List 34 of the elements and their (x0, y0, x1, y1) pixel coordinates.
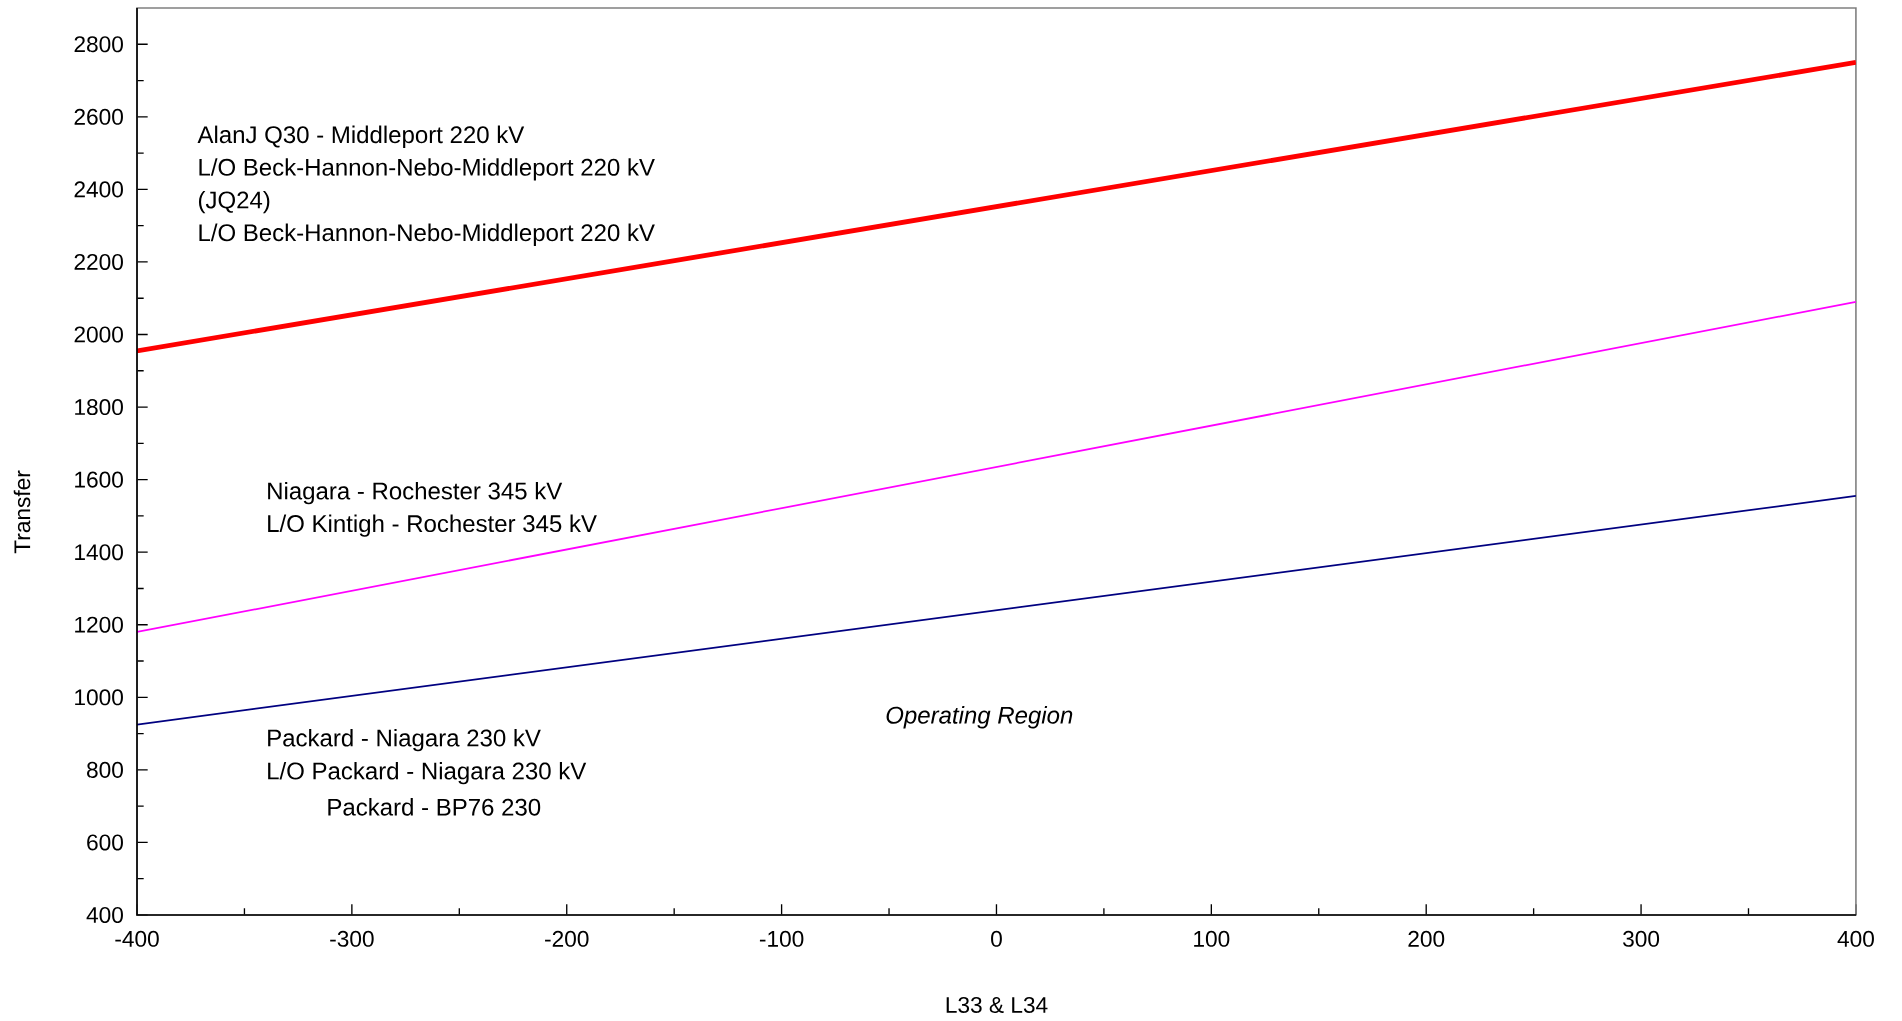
annotation: Niagara - Rochester 345 kV (268, 482, 563, 505)
y-tick-label: 2200 (74, 254, 123, 271)
y-tick-label: 1000 (75, 689, 123, 706)
y-tick-label: 800 (87, 762, 123, 779)
x-tick-label: 0 (991, 931, 1002, 948)
y-tick-label: 400 (86, 907, 123, 924)
x-axis-title: L33 & L34 (946, 997, 1048, 1014)
y-tick-label: 2600 (74, 109, 123, 126)
y-axis-title: Transfer (13, 470, 31, 554)
y-tick-label: 2400 (74, 181, 123, 198)
y-tick-label: 1600 (75, 471, 123, 488)
annotation: (JQ24) (198, 191, 270, 214)
x-tick-label: 300 (1623, 931, 1660, 948)
y-tick-label: 1800 (75, 399, 123, 416)
annotation: L/O Beck-Hannon-Nebo-Middleport 220 kV (199, 158, 655, 181)
annotation: L/O Packard - Niagara 230 kV (268, 762, 587, 785)
annotation: Packard - Niagara 230 kV (268, 729, 541, 752)
x-tick-label: -200 (545, 931, 589, 948)
annotation: AlanJ Q30 - Middleport 220 kV (197, 125, 525, 149)
x-tick-label: 100 (1194, 931, 1230, 948)
annotation: Operating Region (886, 706, 1073, 729)
annotation: Packard - BP76 230 (328, 798, 541, 816)
x-tick-label: -300 (330, 931, 374, 948)
x-tick-label: -100 (759, 931, 804, 948)
x-tick-label: 400 (1837, 931, 1874, 948)
annotation: L/O Beck-Hannon-Nebo-Middleport 220 kV (199, 223, 655, 247)
y-tick-label: 600 (87, 834, 123, 851)
y-tick-label: 2000 (74, 326, 123, 343)
x-tick-label: -400 (115, 931, 159, 948)
y-tick-label: 1400 (75, 544, 123, 561)
x-tick-label: 200 (1408, 931, 1445, 948)
y-tick-label: 1200 (75, 616, 123, 633)
y-tick-label: 2800 (74, 36, 123, 53)
annotation: L/O Kintigh - Rochester 345 kV (268, 514, 597, 538)
